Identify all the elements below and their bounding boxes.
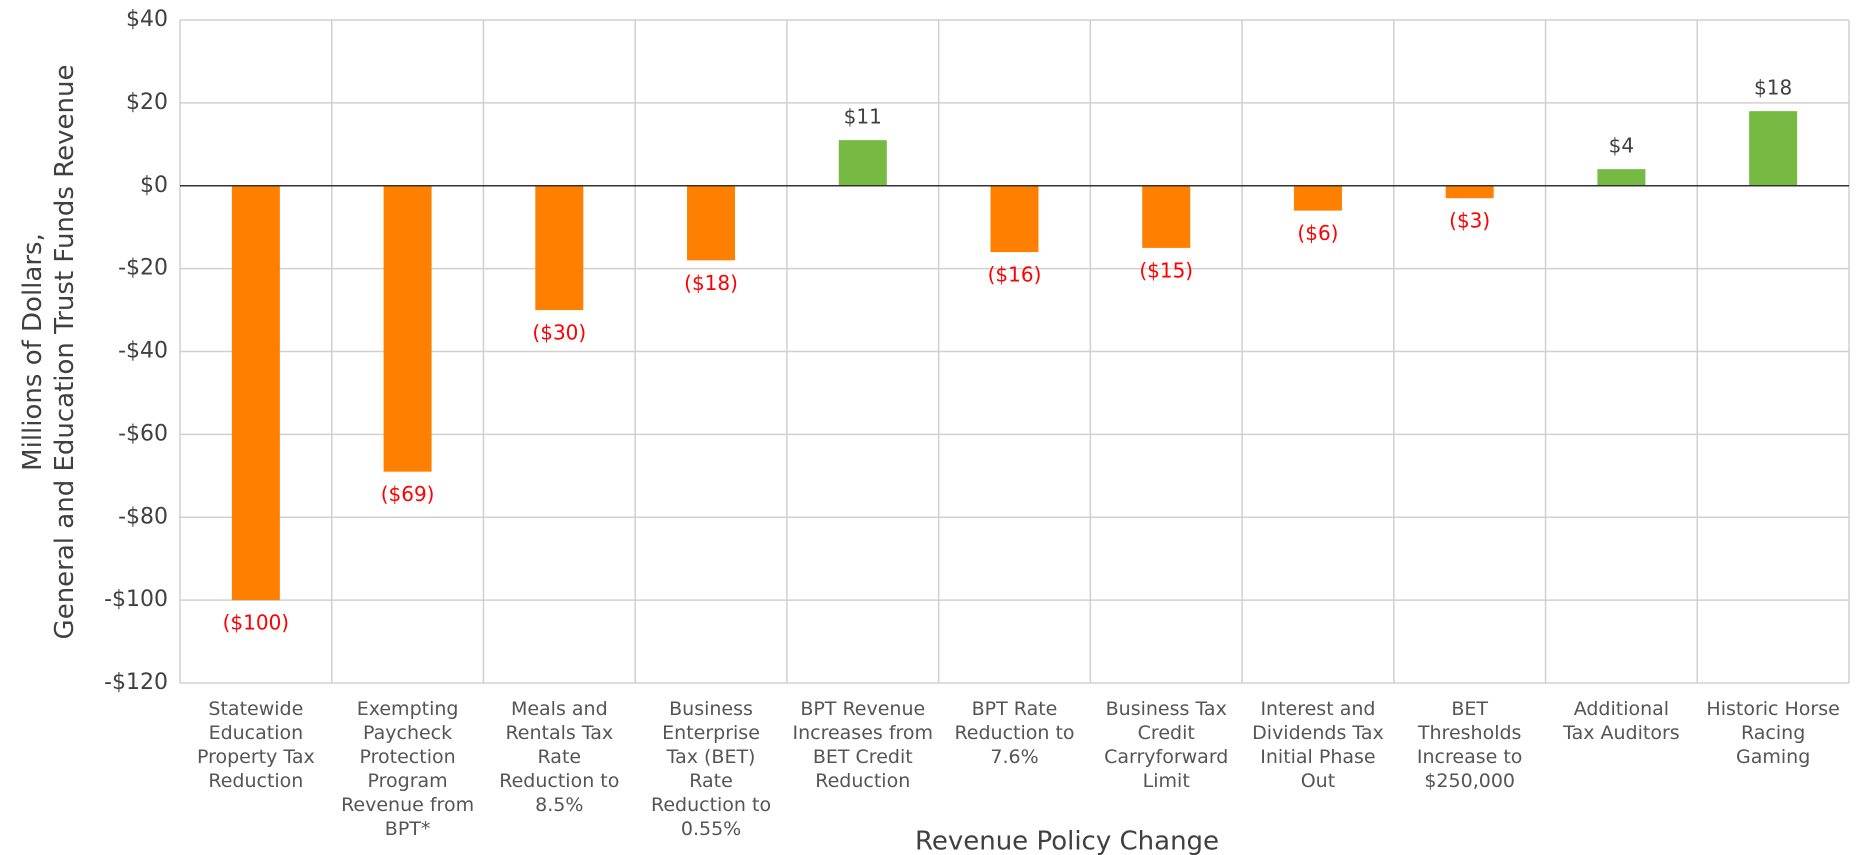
x-tick-label: BET Thresholds Increase to $250,000 [1417,698,1523,792]
y-tick-label: -$20 [118,256,168,281]
y-tick-label: -$80 [118,504,168,529]
x-tick-label: BPT Revenue Increases from BET Credit Reduc… [792,698,933,792]
value-label: $4 [1609,134,1634,158]
bar [231,185,280,601]
y-tick-label: -$100 [104,587,168,612]
x-tick-label: Business Tax Credit Carryforward Limit [1104,698,1228,792]
y-axis-title: Millions of Dollars,General and Educatio… [18,65,80,640]
bar [1445,185,1494,199]
x-tick-label: Business Enterprise Tax (BET) Rate Reduction… [651,698,771,840]
bar [990,185,1039,253]
value-label: $11 [844,105,882,129]
value-label: ($18) [684,271,738,295]
value-label: ($69) [381,482,435,506]
x-tick-label: Meals and Rentals Tax Rate Reduction to 8.5% [499,698,619,816]
x-axis-title: Revenue Policy Change [915,827,1219,855]
x-tick-label: Interest and Dividends Tax Initial Phase Ou… [1252,698,1384,792]
bar [535,185,584,311]
x-tick-label: Exempting Paycheck Protection Program Revenu… [341,698,474,840]
value-label: ($100) [223,611,290,635]
value-label: ($6) [1297,221,1338,245]
bar [838,140,887,186]
bar [1749,111,1798,186]
bar [687,185,736,261]
bar [1293,185,1342,211]
x-tick-label: Statewide Education Property Tax Reduction [197,698,315,792]
bar [1142,185,1191,248]
value-label: ($30) [532,321,586,345]
value-label: ($16) [988,263,1042,287]
bar [383,185,432,472]
value-label: ($3) [1449,209,1490,233]
y-tick-label: $20 [126,90,168,115]
y-tick-label: $40 [126,7,168,32]
y-tick-label: -$120 [104,670,168,695]
value-label: ($15) [1139,258,1193,282]
value-label: $18 [1754,76,1792,100]
bar [1597,169,1646,186]
x-tick-label: BPT Rate Reduction to 7.6% [954,698,1074,768]
y-tick-label: $0 [140,173,168,198]
x-tick-label: Historic Horse Racing Gaming [1706,698,1839,768]
x-tick-label: Additional Tax Auditors [1562,698,1680,744]
y-tick-label: -$40 [118,339,168,364]
y-tick-label: -$60 [118,421,168,446]
